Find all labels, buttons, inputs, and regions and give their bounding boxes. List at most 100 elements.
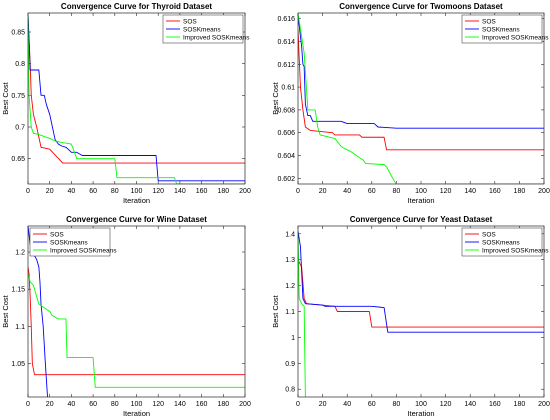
legend-label: SOS	[482, 18, 496, 25]
chart-panel-3: Convergence Curve for Wine Dataset Iterat…	[1, 215, 251, 418]
y-tick-label: 1.1	[15, 324, 25, 331]
series-line-1	[28, 266, 245, 376]
y-axis-label: Best Cost	[271, 81, 280, 114]
x-tick-label: 160	[489, 188, 501, 195]
x-tick-label: 140	[464, 188, 476, 195]
y-tick-label: 1.2	[15, 250, 25, 257]
legend-label: Improved SOSKmeans	[482, 247, 549, 254]
legend-label: SOS	[183, 18, 197, 25]
x-tick-label: 140	[174, 401, 186, 408]
y-tick-label: 0.61	[281, 85, 295, 92]
x-tick-label: 0	[296, 188, 300, 195]
x-tick-label: 180	[514, 188, 526, 195]
y-axis-label: Best Cost	[271, 294, 280, 327]
x-tick-label: 100	[131, 401, 143, 408]
y-tick-label: 0.608	[277, 107, 295, 114]
x-tick-label: 80	[393, 188, 401, 195]
x-tick-label: 180	[217, 401, 229, 408]
legend-label: SOSKmeans	[482, 26, 520, 33]
x-tick-label: 160	[489, 401, 501, 408]
y-tick-label: 0.612	[277, 62, 295, 69]
x-tick-label: 40	[68, 401, 76, 408]
y-tick-label: 0.9	[285, 361, 295, 368]
x-tick-label: 140	[464, 401, 476, 408]
y-tick-label: 0.85	[11, 30, 25, 37]
series-line-3	[28, 274, 245, 388]
x-tick-label: 0	[26, 401, 30, 408]
chart-title: Convergence Curve for Twomoons Dataset	[339, 2, 503, 11]
x-tick-label: 0	[296, 401, 300, 408]
series-line-2	[298, 231, 544, 333]
y-tick-label: 0.602	[277, 176, 295, 183]
plot-frame	[297, 225, 545, 398]
legend-label: SOSKmeans	[183, 26, 221, 33]
y-tick-label: 0.616	[277, 16, 295, 23]
x-tick-label: 120	[152, 188, 164, 195]
series-lines	[298, 231, 544, 397]
legend-label: SOSKmeans	[50, 239, 88, 246]
legend-label: SOS	[50, 231, 64, 238]
x-axis-label: Iteration	[407, 409, 434, 418]
x-tick-label: 40	[68, 188, 76, 195]
x-tick-label: 60	[368, 401, 376, 408]
chart-panel-2: Convergence Curve for Twomoons Dataset It…	[271, 2, 550, 205]
legend-label: SOS	[482, 231, 496, 238]
plot-frame	[27, 12, 246, 185]
x-tick-label: 40	[343, 401, 351, 408]
x-axis-label: Iteration	[123, 196, 150, 205]
series-line-1	[28, 16, 245, 164]
plot-frame	[27, 225, 246, 398]
x-tick-label: 0	[26, 188, 30, 195]
series-line-3	[28, 13, 245, 184]
x-tick-label: 60	[89, 401, 97, 408]
x-axis-label: Iteration	[407, 196, 434, 205]
y-tick-label: 0.604	[277, 153, 295, 160]
x-tick-label: 120	[440, 401, 452, 408]
legend-label: Improved SOSKmeans	[482, 34, 549, 41]
x-tick-label: 60	[89, 188, 97, 195]
series-line-3	[298, 233, 306, 397]
y-tick-label: 1.15	[11, 287, 25, 294]
x-tick-label: 160	[196, 188, 208, 195]
x-tick-label: 40	[343, 188, 351, 195]
legend-label: Improved SOSKmeans	[50, 247, 117, 254]
x-tick-label: 200	[239, 188, 251, 195]
x-tick-label: 180	[514, 401, 526, 408]
x-tick-label: 180	[217, 188, 229, 195]
x-tick-label: 160	[196, 401, 208, 408]
chart-title: Convergence Curve for Wine Dataset	[66, 215, 207, 224]
y-axis-label: Best Cost	[1, 81, 10, 114]
y-tick-label: 0.8	[285, 387, 295, 394]
x-axis-label: Iteration	[123, 409, 150, 418]
x-tick-label: 80	[111, 401, 119, 408]
series-line-2	[28, 13, 245, 182]
chart-panel-1: Convergence Curve for Thyroid Dataset Ite…	[1, 2, 251, 205]
y-tick-label: 1.3	[285, 257, 295, 264]
y-axis-label: Best Cost	[1, 294, 10, 327]
x-tick-label: 140	[174, 188, 186, 195]
y-tick-label: 0.606	[277, 130, 295, 137]
y-tick-label: 1	[291, 335, 295, 342]
chart-title: Convergence Curve for Thyroid Dataset	[61, 2, 212, 11]
x-tick-label: 120	[440, 188, 452, 195]
x-tick-label: 200	[538, 401, 550, 408]
plot-frame	[297, 12, 545, 185]
x-tick-label: 60	[368, 188, 376, 195]
x-tick-label: 100	[131, 188, 143, 195]
y-tick-label: 0.75	[11, 93, 25, 100]
x-tick-label: 80	[111, 188, 119, 195]
y-tick-label: 0.7	[15, 125, 25, 132]
x-tick-label: 80	[393, 401, 401, 408]
x-tick-label: 100	[415, 401, 427, 408]
y-tick-label: 0.65	[11, 156, 25, 163]
legend-label: SOSKmeans	[482, 239, 520, 246]
y-tick-label: 0.8	[15, 61, 25, 68]
y-tick-label: 1.2	[285, 283, 295, 290]
series-line-1	[298, 30, 544, 151]
y-tick-label: 1.1	[285, 309, 295, 316]
y-tick-label: 0.614	[277, 39, 295, 46]
